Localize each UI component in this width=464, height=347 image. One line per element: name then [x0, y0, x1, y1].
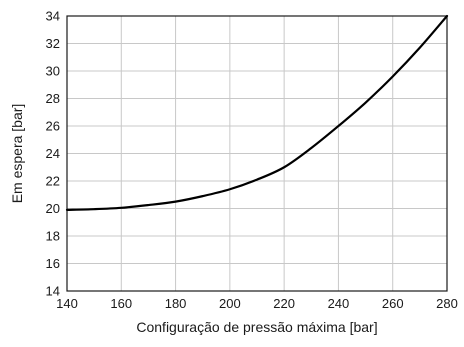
y-tick-label: 22 [46, 174, 60, 189]
grid [66, 15, 448, 292]
x-tick-label: 140 [56, 296, 78, 311]
x-tick-label: 180 [165, 296, 187, 311]
y-tick-label: 24 [46, 146, 60, 161]
x-tick-label: 280 [436, 296, 458, 311]
x-axis-title: Configuração de pressão máxima [bar] [136, 319, 377, 335]
y-tick-label: 26 [46, 119, 60, 134]
plot-frame [66, 15, 448, 292]
y-tick-label: 30 [46, 64, 60, 79]
y-axis-title: Em espera [bar] [9, 104, 25, 204]
y-axis-ticks: 14 16 18 20 22 24 26 28 30 32 34 [46, 9, 60, 299]
x-axis-ticks: 140 160 180 200 220 240 260 280 [56, 296, 458, 311]
y-tick-label: 28 [46, 91, 60, 106]
y-tick-label: 18 [46, 229, 60, 244]
series-layer [65, 14, 449, 211]
x-tick-label: 220 [273, 296, 295, 311]
y-tick-label: 34 [46, 9, 60, 24]
y-tick-label: 20 [46, 201, 60, 216]
y-tick-label: 14 [46, 284, 60, 299]
x-tick-label: 260 [382, 296, 404, 311]
series-line [65, 14, 449, 211]
x-tick-label: 240 [328, 296, 350, 311]
y-tick-label: 32 [46, 36, 60, 51]
x-tick-label: 200 [219, 296, 241, 311]
x-tick-label: 160 [110, 296, 132, 311]
y-tick-label: 16 [46, 256, 60, 271]
